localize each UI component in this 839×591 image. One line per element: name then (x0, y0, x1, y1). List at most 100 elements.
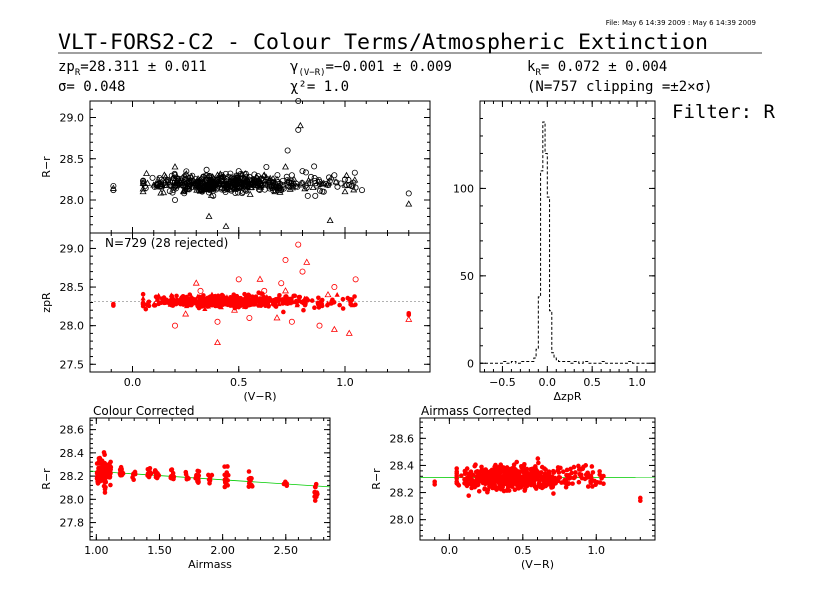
data-point-circle (258, 176, 265, 183)
data-point (261, 295, 266, 301)
data-point (288, 299, 294, 304)
y-tick-label: 28.6 (60, 424, 85, 437)
data-point-triangle (303, 258, 311, 265)
data-point-triangle (334, 291, 340, 297)
data-point-circle (203, 166, 210, 173)
data-point-circle (222, 189, 229, 196)
data-point (153, 474, 159, 480)
data-point (250, 300, 256, 306)
data-point-triangle (282, 287, 289, 294)
data-point (183, 297, 188, 303)
data-point (468, 481, 474, 486)
filter-label: Filter: R (672, 101, 776, 123)
x-tick-label: 0.0 (124, 376, 142, 389)
y-tick-label: 29.0 (60, 112, 85, 125)
data-point (197, 305, 202, 310)
histogram-bar (556, 360, 558, 363)
data-point-circle (333, 179, 340, 186)
data-point-circle (256, 182, 263, 189)
data-point (585, 484, 591, 489)
data-point-triangle (197, 183, 204, 191)
data-point (195, 475, 201, 481)
data-point-circle (311, 163, 318, 170)
data-point (198, 295, 204, 300)
y-tick-label: 28.4 (390, 459, 415, 472)
data-point (153, 294, 159, 300)
x-axis-label: ΔzpR (554, 390, 582, 403)
data-point-triangle (273, 314, 281, 321)
data-point (597, 480, 603, 485)
y-tick-label: 27.8 (60, 517, 85, 530)
x-tick-label: 1.00 (84, 544, 109, 557)
data-point (283, 294, 289, 299)
data-point-triangle (227, 298, 233, 304)
data-point-circle (233, 176, 240, 183)
data-point-triangle (218, 183, 226, 191)
data-point-triangle (238, 170, 246, 178)
data-point (536, 481, 542, 486)
data-point-triangle (320, 179, 328, 186)
data-point-circle (215, 178, 222, 185)
x-tick-label: 0.0 (441, 544, 459, 557)
data-point (558, 465, 563, 471)
data-point-triangle (248, 183, 255, 191)
data-point-circle (299, 268, 306, 275)
x-tick-label: 0.5 (583, 376, 601, 389)
y-tick-label: 28.2 (390, 487, 415, 500)
data-point (550, 478, 555, 484)
data-point (465, 477, 471, 482)
data-point-triangle (216, 170, 224, 177)
data-point (601, 481, 606, 487)
data-point-triangle (245, 302, 251, 308)
data-point (527, 481, 533, 487)
data-point-circle (278, 187, 285, 194)
data-point-circle (312, 192, 319, 199)
data-point (220, 299, 226, 304)
data-point (140, 303, 146, 309)
data-point (551, 491, 556, 496)
y-tick-label: 28.0 (60, 493, 85, 506)
data-point (576, 463, 581, 469)
data-point (458, 473, 464, 478)
data-point (312, 494, 317, 499)
data-point-circle (110, 182, 117, 189)
data-point (509, 478, 514, 483)
data-point (313, 481, 319, 487)
data-point (147, 465, 153, 471)
data-point (470, 484, 476, 490)
y-axis-label: R−r (370, 468, 383, 490)
data-point-circle (156, 174, 163, 181)
data-point (301, 307, 306, 313)
data-point (95, 461, 101, 466)
data-point-triangle (231, 179, 238, 186)
data-point (108, 467, 113, 472)
data-point (111, 303, 116, 308)
data-point (498, 486, 504, 492)
data-point (95, 474, 100, 479)
data-point (550, 482, 556, 488)
data-point-triangle (351, 176, 359, 183)
data-point-circle (246, 314, 253, 321)
data-point-triangle (143, 169, 150, 177)
data-point (482, 486, 487, 492)
histogram-bar (561, 362, 565, 364)
histogram-bar (565, 362, 569, 364)
data-point-triangle (303, 296, 309, 302)
data-point-triangle (276, 301, 282, 307)
data-point (254, 296, 259, 302)
data-point-triangle (150, 181, 158, 188)
data-point (521, 466, 526, 471)
data-point-triangle (182, 310, 190, 317)
data-point (267, 295, 272, 301)
data-point (475, 482, 481, 488)
data-point-circle (302, 169, 309, 176)
data-point-triangle (139, 185, 147, 192)
data-point (456, 483, 462, 488)
data-point-circle (331, 284, 338, 291)
data-point (534, 477, 539, 482)
data-point (577, 471, 582, 477)
gamma-value: γ(V−R)=−0.001 ± 0.009 (290, 59, 452, 78)
histogram-bar (574, 362, 578, 364)
data-point (213, 300, 219, 306)
data-point (144, 302, 150, 308)
